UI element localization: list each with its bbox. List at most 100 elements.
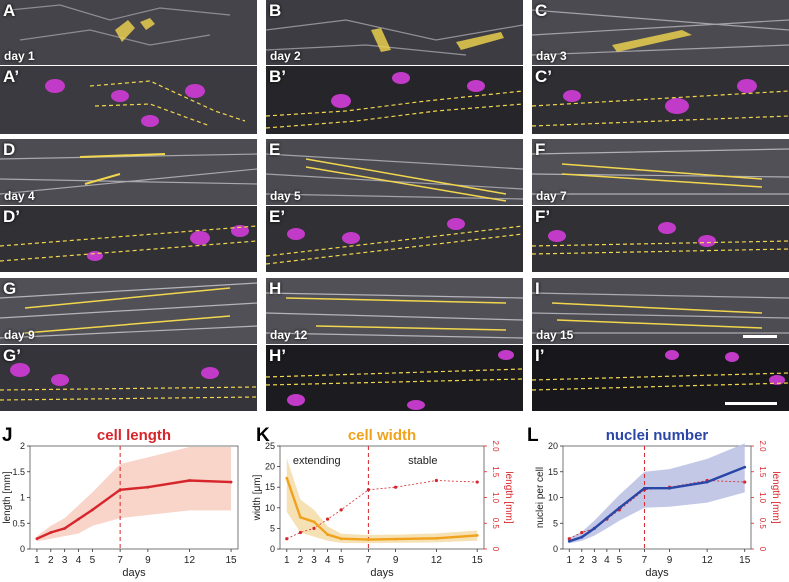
- x-tick-label: 12: [184, 555, 196, 566]
- y-axis-label: nuclei per cell: [535, 467, 546, 528]
- y-tick-label: 0.5: [12, 518, 25, 528]
- panel-label: I: [535, 279, 540, 298]
- x-tick-label: 5: [617, 555, 623, 566]
- y2-tick-label: 1.5: [491, 466, 500, 478]
- length-series-line: [569, 480, 745, 540]
- panel-e-zoom-image: E’: [266, 206, 523, 272]
- x-tick-label: 15: [739, 555, 751, 566]
- scale-bar: [725, 402, 777, 405]
- series-point: [435, 536, 438, 540]
- series-point: [35, 537, 39, 541]
- panel-d-zoom-image: D’: [0, 206, 257, 272]
- length-point: [298, 530, 302, 535]
- panel-a-image: A day 1: [0, 0, 257, 65]
- day-label: day 9: [4, 328, 35, 342]
- x-tick-label: 5: [338, 555, 344, 566]
- myotube-outline: [266, 0, 523, 65]
- series-point: [475, 534, 479, 537]
- myotube-zoom-outline: [532, 66, 789, 134]
- error-band: [569, 443, 745, 544]
- day-label: day 1: [4, 49, 35, 63]
- day-label: day 15: [536, 328, 574, 342]
- panel-label: H’: [269, 346, 286, 365]
- panel-label: C: [535, 1, 548, 20]
- y-axis-label: width [μm]: [252, 474, 263, 521]
- x-tick-label: 15: [226, 555, 238, 566]
- panel-label: G: [3, 279, 17, 298]
- y2-tick-label: 1.0: [491, 492, 500, 504]
- x-tick-label: 3: [62, 555, 68, 566]
- panel-label: B’: [269, 67, 286, 86]
- length-point: [580, 530, 584, 535]
- series-point: [326, 533, 329, 536]
- x-tick-label: 12: [702, 555, 714, 566]
- y2-tick-label: 1.5: [758, 466, 767, 478]
- scale-bar: [743, 335, 777, 338]
- panel-b-image: B day 2: [266, 0, 523, 65]
- x-tick-label: 4: [325, 555, 331, 566]
- panel-c-image: C day 3: [532, 0, 789, 65]
- length-point: [326, 517, 330, 521]
- length-point: [366, 488, 370, 492]
- series-point: [229, 480, 233, 484]
- myotube-zoom-outline: [0, 206, 257, 272]
- x-tick-label: 12: [431, 555, 443, 566]
- panel-a-zoom-image: A’: [0, 66, 257, 134]
- x-tick-label: 5: [90, 555, 96, 566]
- series-point: [285, 476, 289, 480]
- x-axis-label: days: [122, 567, 146, 579]
- myotube-outline: [266, 139, 523, 205]
- x-tick-label: 2: [579, 555, 585, 566]
- myotube-outline: [266, 278, 523, 344]
- y2-tick-label: 2.0: [758, 440, 767, 452]
- series-point: [367, 538, 370, 541]
- myotube-outline: [532, 139, 789, 205]
- y2-axis-label: length [mm]: [770, 471, 781, 523]
- myotube-outline: [532, 0, 789, 65]
- panel-f-zoom-image: F’: [532, 206, 789, 272]
- y-tick-label: 1.5: [12, 467, 25, 477]
- y2-tick-label: 0.5: [758, 518, 767, 530]
- annotation-stable: stable: [408, 455, 437, 467]
- y-tick-label: 25: [265, 441, 275, 451]
- panel-i-zoom-image: I’: [532, 345, 789, 411]
- series-point: [618, 506, 621, 510]
- panel-i-image: I day 15: [532, 278, 789, 344]
- graph-label: L: [527, 425, 539, 446]
- panel-b-zoom-image: B’: [266, 66, 523, 134]
- series-point: [705, 480, 709, 484]
- x-axis-label: days: [645, 567, 669, 579]
- x-tick-label: 1: [566, 555, 572, 566]
- series-point: [299, 515, 302, 519]
- panel-c-zoom-image: C’: [532, 66, 789, 134]
- y-tick-label: 10: [265, 503, 275, 513]
- y-tick-label: 15: [265, 482, 275, 492]
- y-tick-label: 0: [270, 544, 275, 554]
- length-point: [339, 508, 343, 512]
- length-point: [475, 480, 479, 484]
- panel-g-zoom-image: G’: [0, 345, 257, 411]
- x-tick-label: 9: [393, 555, 399, 566]
- y-tick-label: 20: [265, 462, 275, 472]
- myotube-zoom-outline: [266, 206, 523, 272]
- x-tick-label: 4: [76, 555, 82, 566]
- x-tick-label: 7: [366, 555, 372, 566]
- series-point: [63, 527, 67, 530]
- series-point: [77, 517, 80, 521]
- graph-label: K: [256, 425, 270, 446]
- day-label: day 5: [270, 189, 301, 203]
- chart-title: cell length: [97, 427, 171, 444]
- series-point: [49, 531, 53, 534]
- y2-tick-label: 0.5: [491, 518, 500, 530]
- y-tick-label: 5: [553, 518, 558, 528]
- series-point: [743, 465, 747, 469]
- x-tick-label: 1: [284, 555, 290, 566]
- y-tick-label: 5: [270, 523, 275, 533]
- y2-tick-label: 0: [758, 547, 767, 552]
- panel-label: F’: [535, 207, 551, 226]
- series-point: [643, 486, 646, 490]
- series-point: [188, 479, 191, 482]
- series-point: [118, 488, 122, 492]
